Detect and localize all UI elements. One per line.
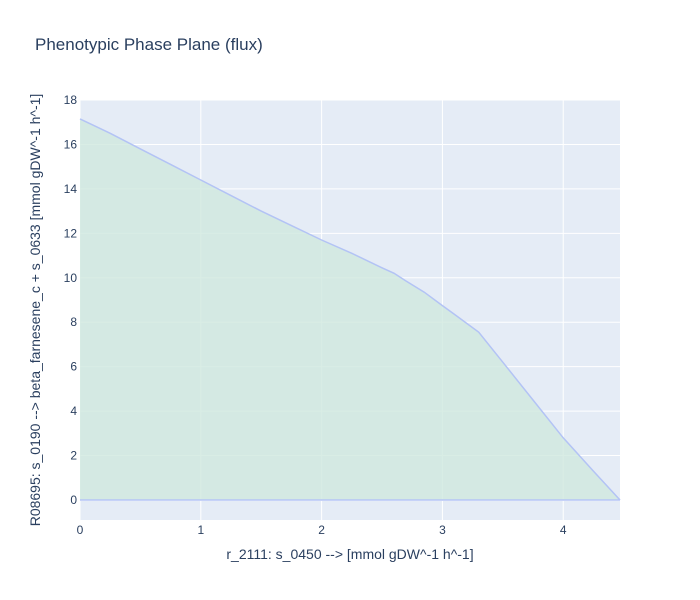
- x-axis-label: r_2111: s_0450 --> [mmol gDW^-1 h^-1]: [226, 546, 473, 562]
- y-tick-label: 6: [70, 360, 77, 374]
- y-tick-label: 2: [70, 449, 77, 463]
- y-tick-label: 8: [70, 315, 77, 329]
- x-tick-label: 3: [439, 523, 446, 537]
- y-tick-label: 12: [64, 226, 78, 240]
- y-axis-label: R08695: s_0190 --> beta_farnesene_c + s_…: [27, 94, 43, 527]
- y-tick-label: 4: [70, 404, 77, 418]
- y-tick-label: 10: [64, 271, 78, 285]
- y-tick-label: 14: [64, 182, 78, 196]
- x-tick-label: 2: [318, 523, 325, 537]
- chart-title: Phenotypic Phase Plane (flux): [35, 35, 263, 54]
- upper-bound-line: [79, 118, 621, 501]
- y-tick-label: 16: [64, 137, 78, 151]
- y-tick-label: 0: [70, 493, 77, 507]
- x-tick-label: 0: [77, 523, 84, 537]
- x-tick-label: 1: [197, 523, 204, 537]
- x-tick-label: 4: [560, 523, 567, 537]
- series-layer: [79, 118, 621, 501]
- y-tick-label: 18: [64, 93, 78, 107]
- feasible-region-area: [80, 118, 620, 501]
